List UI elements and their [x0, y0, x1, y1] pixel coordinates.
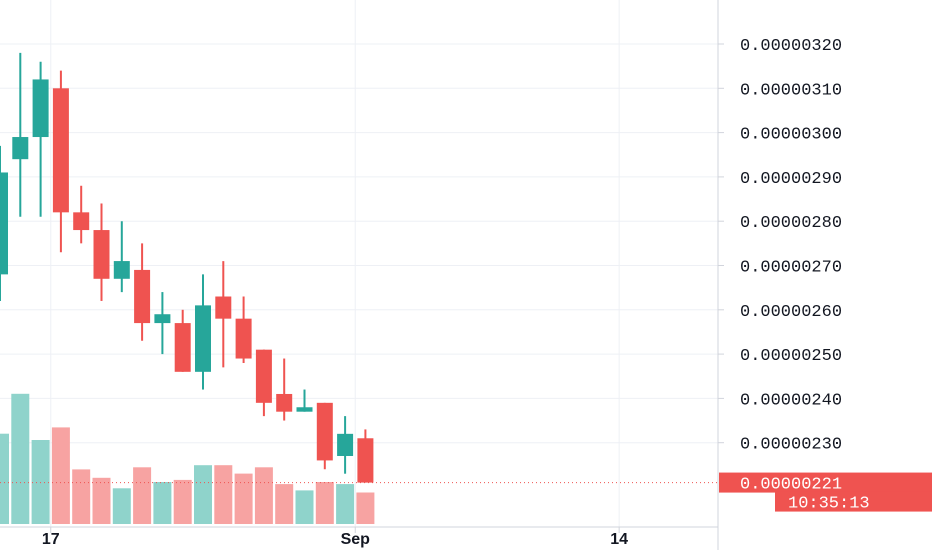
time-tick-label: 14 [610, 531, 628, 548]
candle-7 [134, 243, 151, 341]
candle-16 [316, 402, 333, 470]
volume-bar-5 [92, 477, 111, 524]
candle-body-6 [113, 261, 130, 279]
candle-body-7 [134, 269, 151, 324]
candles [0, 52, 374, 483]
time-axis[interactable]: 17 Sep 14 [0, 526, 718, 548]
last-price-badge-bg [719, 472, 932, 493]
price-tick-label: 0.00000310 [740, 81, 842, 100]
candle-body-12 [235, 318, 252, 359]
price-tick-label: 0.00000270 [740, 259, 842, 278]
candle-body-2 [32, 79, 49, 138]
volume-bar-7 [133, 467, 152, 524]
volume-bar-0 [0, 433, 9, 524]
volume-bar-11 [214, 465, 233, 524]
candle-body-18 [357, 438, 374, 483]
candle-6 [113, 221, 130, 293]
candle-body-14 [276, 393, 293, 412]
volume-bar-6 [112, 488, 131, 524]
countdown-badge-bg [775, 491, 932, 512]
volume-bar-1 [11, 393, 30, 524]
candle-body-15 [296, 407, 313, 412]
volume-bars [0, 393, 375, 524]
candle-body-9 [174, 323, 191, 372]
price-tick-label: 0.00000320 [740, 37, 842, 56]
candle-body-17 [337, 433, 354, 456]
candle-body-16 [316, 402, 333, 461]
candle-14 [276, 358, 293, 421]
candle-18 [357, 429, 374, 483]
time-tick-label: Sep [341, 531, 371, 548]
volume-bar-17 [336, 484, 355, 524]
volume-bar-15 [295, 490, 314, 524]
time-tick-label: 17 [42, 531, 60, 548]
volume-bar-8 [153, 482, 172, 524]
volume-bar-13 [254, 467, 273, 524]
volume-bar-12 [234, 473, 253, 524]
candle-3 [52, 70, 69, 253]
price-tick-label: 0.00000260 [740, 303, 842, 322]
candle-body-5 [93, 230, 110, 279]
volume-bar-3 [51, 427, 70, 524]
countdown-label: 10:35:13 [788, 495, 870, 514]
candle-0 [0, 145, 8, 301]
price-tick-label: 0.00000290 [740, 170, 842, 189]
price-tick-label: 0.00000230 [740, 436, 842, 455]
candle-body-0 [0, 172, 8, 275]
candle-13 [255, 349, 272, 417]
candle-4 [73, 185, 90, 244]
candle-1 [12, 52, 29, 217]
price-tick-label: 0.00000250 [740, 347, 842, 366]
candle-body-4 [73, 212, 90, 231]
volume-bar-10 [194, 465, 212, 524]
candle-2 [32, 61, 49, 217]
volume-bar-4 [72, 469, 91, 524]
last-price-label: 0.00000221 [740, 476, 842, 495]
candle-8 [154, 292, 171, 355]
price-axis[interactable]: 0.00000320 0.00000310 0.00000300 0.00000290… [717, 0, 842, 550]
candle-11 [215, 261, 232, 368]
candle-body-8 [154, 314, 171, 324]
candle-10 [195, 274, 211, 390]
volume-bar-18 [356, 492, 375, 524]
price-tick-label: 0.00000300 [740, 126, 842, 145]
volume-bar-9 [173, 479, 192, 524]
last-price-badge: 0.00000221 10:35:13 [719, 472, 932, 514]
candle-5 [93, 203, 110, 301]
price-tick-label: 0.00000240 [740, 391, 842, 410]
candle-body-13 [255, 349, 272, 403]
candle-15 [296, 389, 313, 412]
candle-17 [337, 416, 354, 474]
volume-bar-2 [31, 440, 50, 524]
candle-body-3 [52, 88, 69, 213]
candle-body-1 [12, 137, 29, 160]
candle-9 [174, 309, 191, 372]
price-tick-label: 0.00000280 [740, 214, 842, 233]
candle-body-11 [215, 296, 232, 319]
volume-bar-14 [275, 484, 294, 524]
candle-12 [235, 296, 252, 363]
candle-body-10 [195, 305, 211, 372]
volume-bar-16 [315, 482, 334, 524]
